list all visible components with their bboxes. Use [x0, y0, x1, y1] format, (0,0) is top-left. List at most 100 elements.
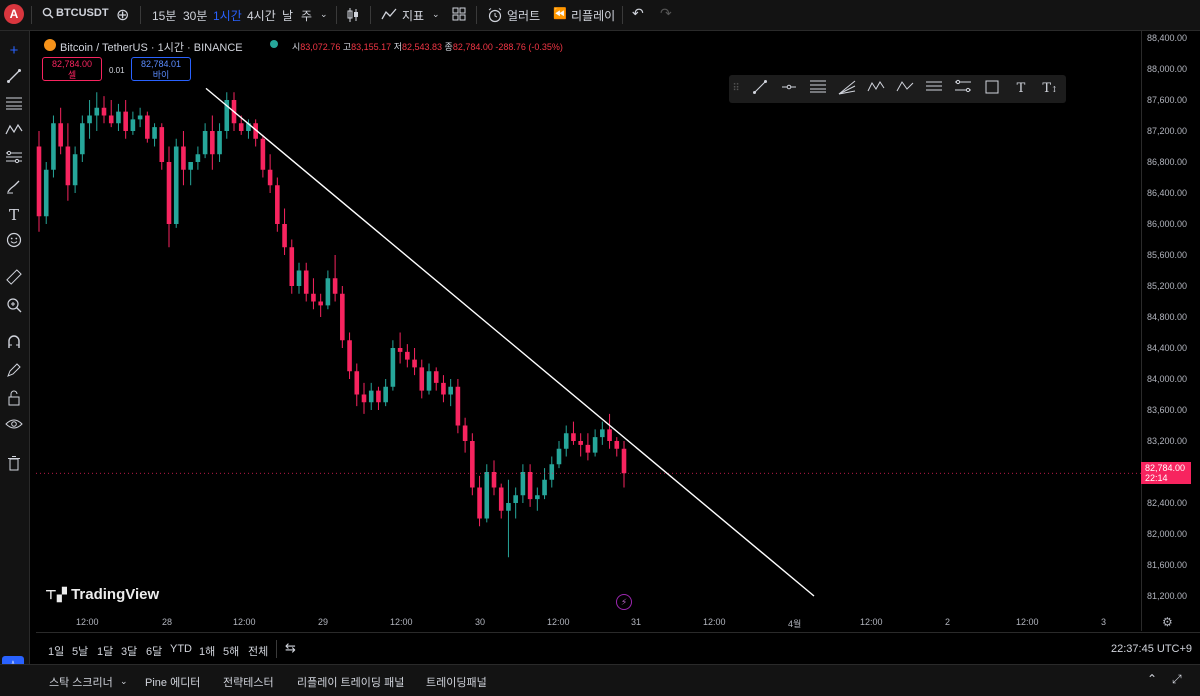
redo-icon[interactable]: ↷ [660, 5, 672, 21]
indicators-icon[interactable] [381, 7, 397, 24]
interval-week[interactable]: 주 [301, 9, 313, 23]
candle-type-icon[interactable] [346, 7, 360, 26]
emoji-tool-icon[interactable] [4, 232, 24, 252]
utc-clock[interactable]: 22:37:45 UTC+9 [1111, 643, 1193, 655]
price-axis-label: 84,800.00 [1147, 312, 1188, 322]
elliott-wave-icon[interactable] [865, 79, 887, 99]
abc-pattern-icon[interactable] [894, 79, 916, 99]
low-label: 저 [393, 42, 402, 52]
calendar-goto-icon[interactable]: ⇆ [285, 640, 296, 655]
fib-tool-icon[interactable] [4, 96, 24, 116]
magnet-icon[interactable] [4, 334, 24, 354]
candle-body [94, 107, 100, 116]
projection-tool-icon[interactable] [4, 150, 24, 170]
range-5y[interactable]: 5해 [223, 646, 240, 658]
pattern-tool-icon[interactable] [4, 122, 24, 142]
candle-body [585, 444, 591, 453]
bottom-panel-tabs: 스탁 스크리너 ⌄ Pine 에디터 전략테스터 리플레이 트레이딩 패널 트레… [0, 664, 1200, 696]
add-symbol-icon[interactable]: ⊕ [116, 7, 130, 24]
drag-handle-icon[interactable]: ⠿ [732, 83, 740, 94]
candle-body [253, 123, 258, 139]
undo-icon[interactable]: ↶ [632, 5, 644, 21]
candle-body [137, 115, 143, 120]
interval-15m[interactable]: 15분 [152, 9, 177, 23]
crosshair-icon[interactable]: + [9, 42, 19, 59]
lock-icon[interactable] [4, 390, 24, 410]
candle-body [614, 441, 620, 449]
range-5d[interactable]: 5날 [72, 646, 89, 658]
tradingview-logo: ⊤▞ TradingView [45, 586, 159, 603]
candle-body [542, 479, 547, 496]
tab-strategy-tester[interactable]: 전략테스터 [223, 677, 274, 689]
trendline-tool-icon[interactable] [749, 79, 771, 99]
candle-body [527, 472, 533, 500]
chevron-down-icon[interactable]: ⌄ [432, 9, 440, 19]
zoom-in-icon[interactable] [4, 297, 24, 317]
user-avatar[interactable]: A [4, 4, 24, 24]
search-icon[interactable] [42, 7, 54, 22]
rectangle-tool-icon[interactable] [981, 79, 1003, 99]
tab-trading-panel[interactable]: 트레이딩패널 [426, 677, 487, 689]
alert-button[interactable]: 얼러트 [507, 9, 541, 23]
layout-grid-icon[interactable] [452, 7, 466, 24]
price-range-icon[interactable] [952, 79, 974, 99]
interval-30m[interactable]: 30분 [183, 9, 208, 23]
candle-body [246, 123, 251, 131]
interval-4h[interactable]: 4시간 [247, 9, 276, 23]
tab-stock-screener[interactable]: 스탁 스크리너 [49, 677, 113, 689]
price-axis-label: 87,600.00 [1147, 95, 1188, 105]
text-tool-icon[interactable]: T [8, 206, 19, 224]
alarm-clock-icon[interactable] [487, 7, 503, 26]
brush-tool-icon[interactable] [4, 178, 24, 198]
eye-icon[interactable] [4, 417, 24, 437]
trash-icon[interactable] [4, 455, 24, 475]
trendline-tool-icon[interactable] [4, 68, 24, 88]
replay-button[interactable]: 리플레이 [571, 9, 616, 23]
candle-body [217, 131, 222, 155]
parallel-channel-icon[interactable] [807, 79, 829, 99]
sell-button[interactable]: 82,784.00 셀 [42, 57, 102, 81]
range-1m[interactable]: 1달 [97, 646, 114, 658]
range-all[interactable]: 전체 [248, 646, 269, 658]
price-axis-label: 85,200.00 [1147, 281, 1188, 291]
range-3m[interactable]: 3달 [121, 646, 138, 658]
candle-body [340, 293, 345, 341]
collapse-panel-icon[interactable]: ⌃ [1147, 672, 1158, 686]
chevron-down-icon[interactable]: ⌄ [120, 676, 128, 686]
horizontal-ray-icon[interactable] [778, 79, 800, 99]
chevron-down-icon[interactable]: ⌄ [320, 9, 328, 19]
tab-pine-editor[interactable]: Pine 에디터 [145, 677, 201, 689]
price-scale[interactable] [1141, 31, 1200, 631]
lightning-event-icon[interactable]: ⚡ [616, 594, 632, 610]
range-1d[interactable]: 1일 [48, 646, 65, 658]
candle-body [202, 131, 208, 155]
candle-body [571, 433, 576, 441]
range-ytd[interactable]: YTD [170, 643, 192, 655]
tab-replay-trading-panel[interactable]: 리플레이 트레이딩 패널 [297, 677, 405, 689]
high-label: 고 [342, 42, 352, 52]
interval-day[interactable]: 날 [282, 9, 294, 23]
candle-body [275, 185, 280, 224]
settings-gear-icon[interactable]: ⚙ [1162, 615, 1173, 629]
indicators-button[interactable]: 지표 [402, 9, 425, 23]
range-6m[interactable]: 6달 [146, 646, 163, 658]
candle-body [520, 472, 526, 496]
symbol-legend-title[interactable]: Bitcoin / TetherUS · 1시간 · BINANCE [60, 42, 243, 54]
fib-fan-icon[interactable] [836, 79, 858, 99]
buy-button[interactable]: 82,784.01 바이 [131, 57, 191, 81]
interval-1h[interactable]: 1시간 [213, 9, 242, 23]
candle-body [159, 127, 165, 162]
text-note-tool-icon[interactable]: T↕ [1042, 81, 1058, 96]
stay-in-drawing-mode-icon[interactable] [4, 362, 24, 382]
candle-body [130, 119, 136, 131]
candle-body [188, 162, 193, 170]
symbol-search-button[interactable]: BTCUSDT [56, 7, 109, 19]
position-tool-icon[interactable] [923, 79, 945, 99]
replay-icon[interactable]: ⏪ [553, 8, 567, 20]
ruler-icon[interactable] [4, 269, 24, 289]
price-chart[interactable] [36, 31, 1141, 631]
open-value: 83,072.76 [300, 42, 341, 52]
text-tool-icon[interactable]: T [1016, 81, 1026, 96]
range-1y[interactable]: 1해 [199, 646, 216, 658]
maximize-panel-icon[interactable]: ⤢ [1172, 672, 1182, 686]
